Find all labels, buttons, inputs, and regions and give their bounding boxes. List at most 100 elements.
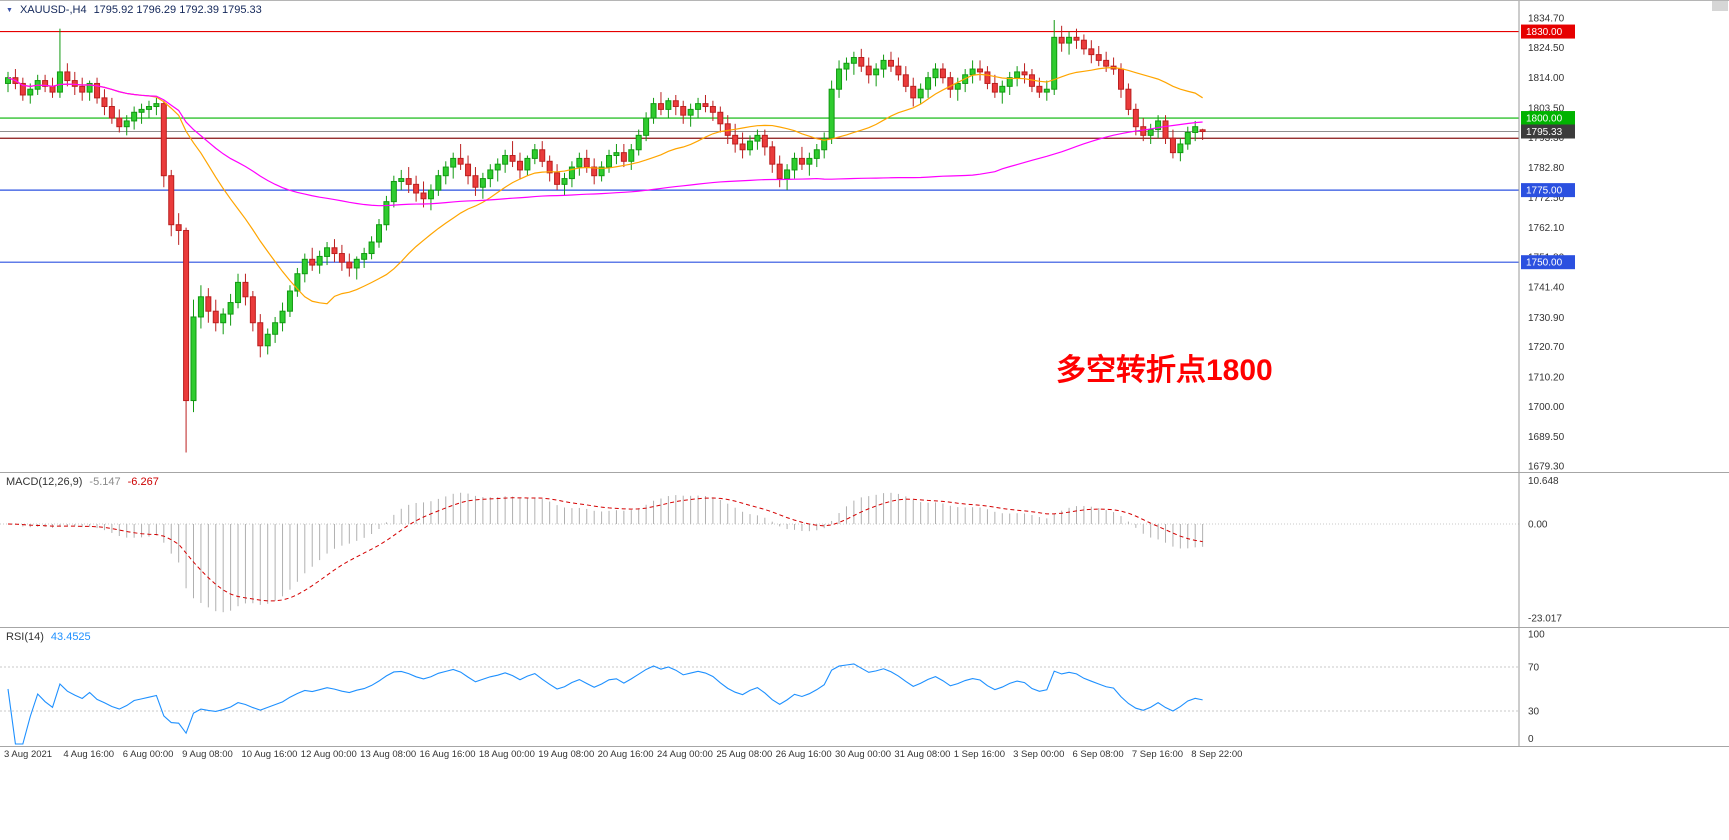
candle xyxy=(242,273,249,306)
candle xyxy=(791,152,798,179)
price-axis-label: 1720.70 xyxy=(1528,342,1565,353)
candle xyxy=(420,181,427,208)
candle xyxy=(539,141,546,168)
price-badge xyxy=(1521,24,1575,39)
candle xyxy=(457,143,464,170)
candle xyxy=(264,328,271,355)
macd-pane[interactable]: 10.648 0.00 -23.017 xyxy=(0,473,1729,627)
scrollbar-fragment[interactable] xyxy=(1712,1,1728,11)
price-axis-label: 1824.50 xyxy=(1528,43,1565,54)
candle xyxy=(390,175,397,208)
price-axis-label: 1782.80 xyxy=(1528,163,1565,174)
candle xyxy=(502,149,509,173)
candle xyxy=(709,100,716,121)
candle xyxy=(932,63,939,87)
candle xyxy=(116,109,123,133)
price-axis-label: 1700.00 xyxy=(1528,402,1565,413)
candle xyxy=(346,253,353,277)
candle xyxy=(717,106,724,133)
rsi-axis-label: 30 xyxy=(1528,707,1540,718)
candle xyxy=(657,92,664,116)
candle xyxy=(301,253,308,283)
candle xyxy=(1080,34,1087,55)
macd-axis-label: 0.00 xyxy=(1528,520,1548,531)
pane-separator[interactable] xyxy=(0,472,1729,473)
candle xyxy=(754,129,761,150)
pane-separator[interactable] xyxy=(0,627,1729,628)
candle xyxy=(286,285,293,317)
candle xyxy=(5,71,11,93)
candle xyxy=(598,161,605,182)
price-axis[interactable]: 1834.701824.501814.001803.501793.301782.… xyxy=(1518,1,1575,472)
candle xyxy=(160,100,167,188)
candle xyxy=(294,267,301,297)
candle xyxy=(279,302,286,332)
candle xyxy=(324,242,331,266)
candle xyxy=(516,152,523,179)
candle xyxy=(739,132,746,159)
candle xyxy=(702,94,709,113)
candle xyxy=(1162,115,1169,144)
candle xyxy=(554,164,561,191)
candle xyxy=(561,172,568,196)
candle xyxy=(1199,128,1206,140)
candle xyxy=(761,129,768,156)
candle xyxy=(887,51,894,72)
candle xyxy=(850,51,857,75)
candle xyxy=(895,57,902,81)
candle xyxy=(494,158,501,182)
candle xyxy=(858,48,865,72)
chart-annotation-text[interactable]: 多空转折点1800 xyxy=(1056,354,1273,387)
candle xyxy=(732,123,739,153)
candle xyxy=(880,54,887,78)
candle xyxy=(865,57,872,84)
candle xyxy=(509,141,516,168)
time-axis-label: 9 Aug 08:00 xyxy=(182,749,233,760)
price-badge-label: 1830.00 xyxy=(1526,27,1563,38)
horizontal-levels[interactable] xyxy=(0,30,1519,263)
rsi-pane[interactable]: 100 70 30 0 xyxy=(0,628,1729,746)
candle xyxy=(591,158,598,185)
candle xyxy=(175,213,182,245)
time-axis[interactable]: 3 Aug 2021 4 Aug 16:00 6 Aug 00:00 9 Aug 08… xyxy=(0,747,1729,765)
candle xyxy=(947,71,954,98)
candle xyxy=(984,66,991,90)
candle xyxy=(427,184,434,211)
main-chart[interactable]: 1834.701824.501814.001803.501793.301782.… xyxy=(0,1,1729,472)
macd-axis-label: 10.648 xyxy=(1528,476,1559,487)
price-badge-label: 1795.33 xyxy=(1526,127,1563,138)
rsi-indicator-label: RSI(14) 43.4525 xyxy=(6,631,91,643)
price-axis-label: 1710.20 xyxy=(1528,372,1565,383)
candle xyxy=(12,69,19,90)
macd-histogram xyxy=(14,492,1204,613)
candle xyxy=(925,71,932,98)
candle xyxy=(1147,123,1154,144)
candle xyxy=(138,103,145,124)
candle xyxy=(405,167,412,194)
price-badge xyxy=(1521,124,1575,139)
candle xyxy=(86,80,93,101)
time-axis-label: 7 Sep 16:00 xyxy=(1131,749,1184,760)
price-axis-label: 1834.70 xyxy=(1528,14,1565,25)
candle xyxy=(190,299,197,413)
candle xyxy=(131,106,138,130)
rsi-axis[interactable]: 100 70 30 0 xyxy=(1518,628,1545,746)
candle xyxy=(168,169,175,237)
time-axis-label: 3 Aug 2021 xyxy=(4,749,53,760)
candle xyxy=(902,66,909,93)
rsi-axis-label: 100 xyxy=(1528,630,1545,641)
candle xyxy=(205,288,212,323)
pane-separator[interactable] xyxy=(0,746,1729,747)
candle xyxy=(813,143,820,168)
candle xyxy=(977,60,984,81)
candle xyxy=(71,71,78,95)
price-axis-label: 1679.30 xyxy=(1528,462,1565,472)
time-axis-label: 4 Aug 16:00 xyxy=(63,749,115,760)
candle xyxy=(316,250,323,274)
candle xyxy=(197,285,204,329)
candle xyxy=(769,141,776,173)
candle xyxy=(620,143,627,168)
candle xyxy=(42,74,49,93)
ohlc-values: 1795.92 1796.29 1792.39 1795.33 xyxy=(93,4,262,16)
macd-axis[interactable]: 10.648 0.00 -23.017 xyxy=(1518,473,1562,627)
